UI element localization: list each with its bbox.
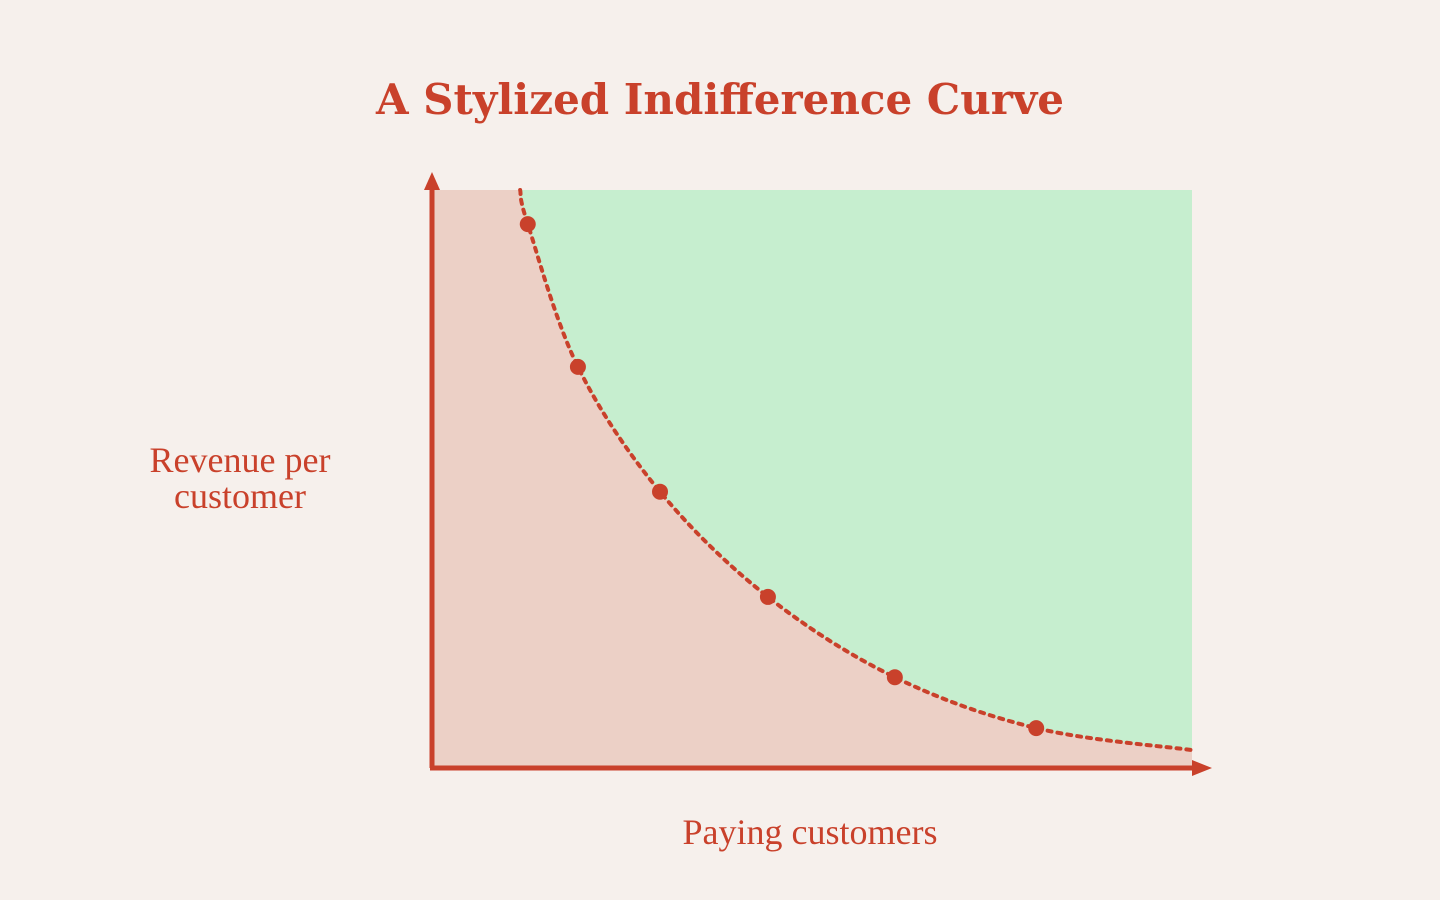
x-axis-arrow — [1192, 760, 1212, 776]
region-below — [432, 190, 1192, 768]
y-axis-label: Revenue per customer — [149, 440, 331, 516]
curve-point — [759, 588, 776, 605]
curve-point — [886, 669, 903, 686]
curve-point — [519, 216, 536, 233]
curve-point — [1028, 720, 1045, 737]
curve-point — [569, 358, 586, 375]
region-above — [520, 190, 1192, 751]
curve-point — [652, 483, 668, 500]
y-axis-arrow — [424, 172, 440, 190]
x-axis-label: Paying customers — [683, 812, 938, 852]
chart-title: A Stylized Indifference Curve — [375, 75, 1064, 124]
